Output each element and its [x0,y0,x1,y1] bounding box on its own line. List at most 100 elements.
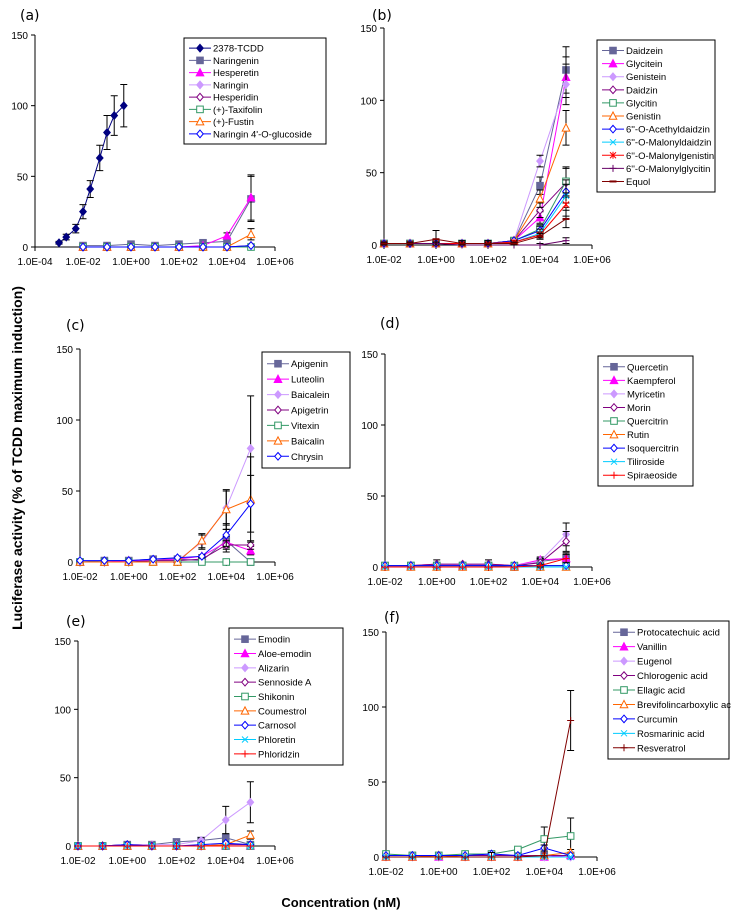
panel-f: (f) 0 50 100 150 1.0E-02 1.0E+00 1.0E+02 1.0E+04… [362,610,731,878]
legend-label: Aloe-emodin [258,649,311,660]
legend-marker [620,714,628,724]
data-point [246,443,255,453]
legend-item: Glycitin [602,98,657,109]
legend-label: Baicalein [291,390,330,401]
y-tick-label: 150 [362,628,379,639]
data-point [246,540,255,550]
panel-label: (a) [20,8,40,24]
legend-item: Luteolin [267,374,324,386]
legend-marker [609,429,619,439]
legend-label: Genistein [626,72,666,83]
panel-b: (b) 0 50 100 150 1.0E-02 1.0E+00 1.0E+02 1.0E+04… [360,8,716,266]
legend-marker [608,110,618,120]
data-point [488,853,495,861]
legend-label: Resveratrol [637,743,686,754]
y-tick-label: 0 [371,241,377,252]
y-tick-label: 50 [368,778,380,789]
x-tick-label: 1.0E-04 [17,257,52,268]
legend-marker [241,677,249,687]
legend-marker [609,72,617,82]
data-point [119,101,128,111]
x-tick-label: 1.0E+02 [158,856,196,867]
legend-item: Vitexin [267,421,319,432]
panel-e: (e) 0 50 100 150 1.0E-02 1.0E+00 1.0E+02 1.0E+04… [54,614,344,867]
y-tick-label: 50 [62,487,74,498]
legend-item: Sennoside A [234,677,312,689]
x-tick-label: 1.0E+04 [525,867,563,878]
legend-marker [241,663,249,673]
legend-label: Kaempferol [627,376,676,387]
data-point [536,181,544,190]
legend-marker [610,458,618,466]
data-point [123,842,131,850]
legend-label: Eugenol [637,657,672,668]
legend-label: Vanillin [637,642,667,653]
x-tick-label: 1.0E+00 [418,577,456,588]
y-tick-label: 50 [17,172,29,183]
data-point [127,242,135,252]
data-point [535,193,545,203]
data-point [561,122,571,132]
legend-marker [609,85,617,95]
legend-item: Vanillin [613,641,667,653]
legend-label: Rutin [627,430,649,441]
data-point [246,842,254,850]
x-tick-label: 1.0E+00 [112,257,150,268]
legend-marker [241,692,249,701]
legend-marker [196,43,204,53]
legend-item: Quercitrin [603,417,668,428]
panel-label: (c) [66,318,85,334]
legend-item: Eugenol [613,656,672,668]
data-point [55,238,63,248]
data-point [562,237,570,245]
legend-label: Phloridzin [258,749,300,760]
legend-marker [620,729,628,737]
data-point [435,853,443,861]
legend-item: Hesperidin [189,92,258,104]
data-point [79,242,87,252]
legend-marker [609,124,617,134]
data-point [110,110,119,121]
legend-item: (+)-Fustin [189,116,254,128]
legend-marker [610,362,618,371]
data-point [124,556,133,566]
data-point [76,556,84,566]
y-tick-label: 50 [60,774,72,785]
legend-item: Genistin [602,110,661,123]
legend-marker [240,648,250,658]
x-tick-label: 1.0E-02 [62,572,97,583]
data-point [151,242,159,252]
legend-label: Curcumin [637,714,678,725]
data-point [247,241,255,251]
y-tick-label: 0 [372,563,378,574]
x-tick-label: 1.0E+04 [521,577,559,588]
legend-marker [620,670,628,681]
data-point [382,853,390,861]
data-point [197,551,206,561]
data-point [433,563,441,571]
data-point [540,852,548,859]
data-point [245,829,255,839]
x-axis-title: Concentration (nM) [281,895,400,910]
data-point [459,563,467,571]
y-tick-label: 0 [373,853,379,864]
data-point [175,242,183,252]
x-tick-label: 1.0E+00 [420,867,458,878]
x-tick-label: 1.0E+02 [159,572,197,583]
panel-d: (d) 0 50 100 150 1.0E-02 1.0E+00 1.0E+02 1.0E+04… [361,316,694,588]
x-tick-label: 1.0E+00 [110,572,148,583]
y-tick-label: 150 [360,24,377,35]
y-axis-title: Luciferase activity (% of TCDD maximum i… [9,286,25,630]
legend-item: Spiraeoside [603,471,677,482]
legend-item: 6''-O-Malonylgenistin [602,151,714,162]
x-tick-label: 1.0E-02 [368,867,403,878]
y-tick-label: 0 [22,243,28,254]
legend-marker [241,736,249,743]
data-point [95,153,104,163]
y-tick-label: 100 [56,416,73,427]
data-point [222,842,230,850]
legend-marker [241,635,249,643]
legend-item: Genistein [602,72,666,83]
x-tick-label: 1.0E+06 [256,856,294,867]
data-point [562,536,571,547]
